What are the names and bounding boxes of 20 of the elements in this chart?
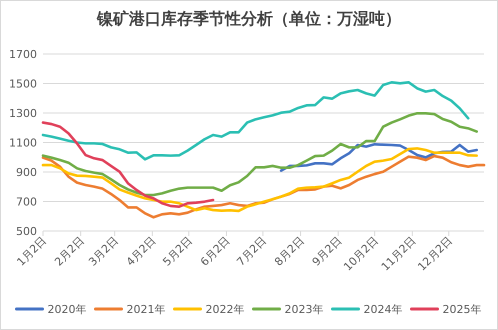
y-tick-label: 1700 bbox=[9, 48, 37, 61]
y-tick-label: 1500 bbox=[9, 78, 37, 90]
legend-label: 2024年 bbox=[364, 303, 402, 316]
y-tick-label: 1100 bbox=[9, 136, 37, 150]
chart-title: 镍矿港口库存季节性分析（单位：万湿吨） bbox=[96, 9, 401, 28]
x-tick-label: 4月2日 bbox=[124, 234, 158, 269]
y-tick-label: 1300 bbox=[9, 107, 37, 120]
legend-label: 2021年 bbox=[126, 303, 166, 316]
legend-label: 2025年 bbox=[442, 303, 482, 316]
legend-label: 2020年 bbox=[48, 303, 86, 316]
x-tick-label: 3月2日 bbox=[86, 234, 121, 269]
x-tick-label: 2月2日 bbox=[52, 234, 87, 269]
legend-label: 2023年 bbox=[284, 303, 324, 316]
legend-label: 2022年 bbox=[206, 303, 244, 316]
x-tick-label: 6月2日 bbox=[198, 234, 233, 269]
y-tick-label: 700 bbox=[16, 196, 37, 208]
x-tick-label: 5月2日 bbox=[160, 234, 195, 269]
x-tick-label: 7月2日 bbox=[234, 234, 270, 269]
x-tick-label: 8月2日 bbox=[272, 234, 307, 269]
y-tick-label: 900 bbox=[16, 166, 37, 179]
